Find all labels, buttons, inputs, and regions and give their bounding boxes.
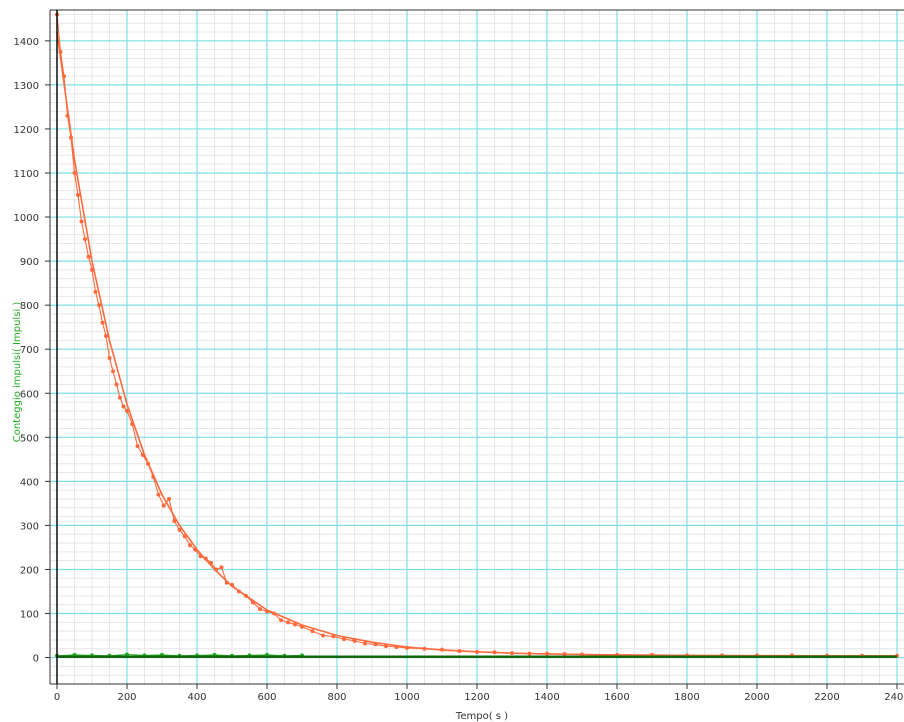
series-0-point — [286, 620, 290, 625]
series-0-point — [125, 408, 129, 413]
series-layer — [55, 12, 899, 658]
series-0-point — [104, 333, 108, 338]
series-0-point — [384, 644, 388, 649]
y-tick-label: 700 — [20, 345, 39, 356]
series-0-point — [167, 496, 171, 501]
series-0-point — [342, 637, 346, 642]
series-0-point — [182, 534, 187, 539]
y-tick-label: 200 — [20, 565, 39, 576]
x-tick-label: 1400 — [534, 692, 559, 703]
series-0-point — [114, 382, 119, 387]
y-tick-label: 900 — [20, 257, 39, 268]
series-0-point — [76, 193, 80, 198]
series-0-point — [310, 629, 315, 634]
major-grid — [50, 10, 904, 684]
series-0-point — [121, 404, 126, 409]
x-tick-label: 200 — [117, 692, 136, 703]
series-0-point — [86, 254, 91, 259]
y-tick-label: 400 — [20, 477, 39, 488]
series-0-point — [93, 289, 98, 294]
series-0-point — [107, 356, 112, 361]
x-tick-label: 2000 — [744, 692, 769, 703]
series-0-point — [363, 641, 367, 646]
y-tick-label: 800 — [20, 301, 39, 312]
y-tick-label: 1400 — [14, 37, 39, 48]
x-tick-label: 1000 — [394, 692, 419, 703]
x-tick-label: 800 — [327, 692, 346, 703]
series-0-point — [72, 170, 77, 175]
x-tick-label: 2200 — [814, 692, 839, 703]
series-0-point — [161, 503, 166, 508]
y-tick-label: 0 — [33, 654, 39, 665]
y-tick-label: 1000 — [14, 213, 39, 224]
series-0-point — [135, 444, 140, 449]
series-0-point — [293, 622, 297, 627]
x-tick-label: 1600 — [604, 692, 629, 703]
x-tick-label: 0 — [54, 692, 60, 703]
series-0-point — [321, 633, 325, 638]
y-tick-label: 300 — [20, 521, 39, 532]
y-tick-label: 600 — [20, 389, 39, 400]
series-0-point — [111, 369, 115, 374]
x-axis-label: Tempo( s ) — [455, 711, 508, 722]
y-tick-label: 100 — [20, 610, 39, 621]
series-0-point — [100, 320, 105, 325]
y-tick-label: 1200 — [14, 125, 39, 136]
y-tick-label: 1300 — [14, 81, 39, 92]
series-0-point — [83, 237, 87, 242]
series-0-point — [97, 303, 101, 308]
series-0-point — [79, 219, 84, 224]
series-1-line — [56, 31, 897, 657]
x-tick-label: 600 — [257, 692, 276, 703]
x-tick-label: 1200 — [464, 692, 489, 703]
axes-layer — [45, 9, 904, 689]
y-axis-label: Conteggio impulsi( Impulsi ) — [12, 302, 23, 443]
y-tick-label: 1100 — [14, 169, 39, 180]
tick-labels: 0 200 400 600 800 1000 1200 1400 1600 1800 2000 220… — [14, 37, 904, 703]
series-0-point — [188, 543, 192, 548]
x-tick-label: 400 — [187, 692, 206, 703]
series-0-point — [258, 607, 262, 612]
x-tick-label: 1800 — [674, 692, 699, 703]
series-0-point — [177, 527, 182, 532]
series-0-point — [118, 395, 122, 400]
y-tick-label: 500 — [20, 433, 39, 444]
series-0-point — [172, 519, 177, 524]
series-0-point — [279, 618, 283, 623]
series-0-point — [219, 565, 224, 570]
series-0-point — [156, 492, 161, 497]
